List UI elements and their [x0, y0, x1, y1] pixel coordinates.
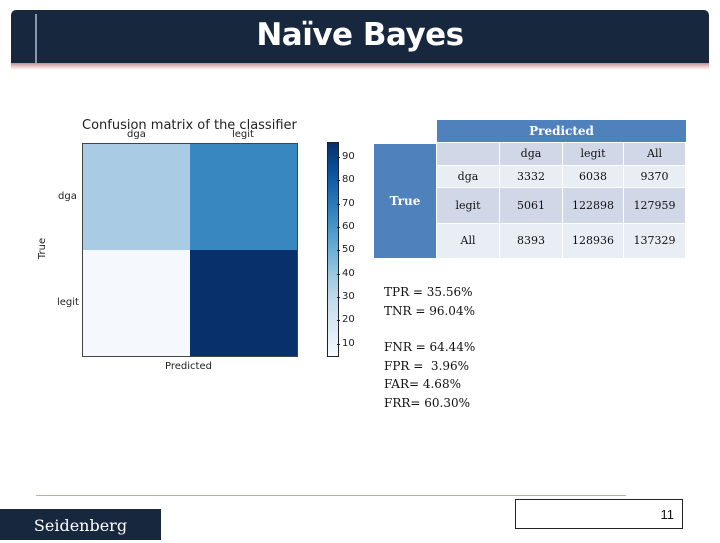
metrics-spacer [384, 320, 475, 338]
table-col-header: legit [563, 143, 623, 165]
x-tick-dga: dga [127, 129, 146, 140]
title-bar-stripe [35, 14, 37, 63]
footer-brand: Seidenberg [0, 509, 161, 540]
colorbar-label: 10 [342, 338, 355, 349]
title-bar [11, 10, 709, 70]
chart-title: Confusion matrix of the classifier [82, 118, 297, 133]
x-tick-legit: legit [232, 129, 254, 140]
colorbar-tick-mark [337, 274, 340, 275]
metrics-list: TPR = 35.56% TNR = 96.04% FNR = 64.44% F… [384, 283, 475, 412]
colorbar-label: 60 [342, 221, 355, 232]
metric-far: FAR= 4.68% [384, 377, 461, 391]
table-cell: 9370 [624, 166, 685, 187]
metric-tpr: TPR = 35.56% [384, 285, 473, 299]
colorbar-label: 40 [342, 268, 355, 279]
table-cell: 122898 [563, 188, 623, 223]
title-bar-shadow [11, 63, 709, 70]
footer-divider [36, 495, 626, 496]
colorbar-tick-mark [337, 320, 340, 321]
metric-fpr: FPR = 3.96% [384, 358, 470, 373]
table-row-label: dga [437, 166, 499, 187]
page-number: 11 [515, 499, 683, 529]
confusion-matrix-heatmap [82, 143, 298, 357]
y-tick-dga: dga [58, 191, 77, 202]
colorbar-label: 90 [342, 151, 355, 162]
cell-dga-dga [83, 144, 190, 250]
colorbar-tick-mark [337, 157, 340, 158]
table-col-header: dga [500, 143, 562, 165]
colorbar-label: 50 [342, 244, 355, 255]
cell-legit-legit [190, 250, 297, 356]
y-axis-label: True [37, 237, 49, 260]
cell-legit-dga [83, 250, 190, 356]
metric-frr: FRR= 60.30% [384, 395, 471, 410]
table-row-label: All [437, 224, 499, 258]
colorbar-tick-mark [337, 344, 340, 345]
table-row-label: legit [437, 188, 499, 223]
colorbar-label: 80 [342, 174, 355, 185]
metric-tnr: TNR = 96.04% [384, 303, 475, 318]
table-cell: 137329 [624, 224, 685, 258]
table-cell: 8393 [500, 224, 562, 258]
colorbar-tick-mark [337, 180, 340, 181]
table-col-header: All [624, 143, 685, 165]
colorbar-tick-mark [337, 227, 340, 228]
colorbar-tick-mark [337, 297, 340, 298]
table-cell: 5061 [500, 188, 562, 223]
metric-fnr: FNR = 64.44% [384, 340, 476, 354]
colorbar [327, 142, 339, 357]
colorbar-label: 70 [342, 198, 355, 209]
x-axis-label: Predicted [165, 361, 212, 372]
predicted-header: Predicted [437, 120, 686, 142]
colorbar-label: 20 [342, 314, 355, 325]
y-tick-legit: legit [57, 297, 79, 308]
table-cell: 6038 [563, 166, 623, 187]
cell-dga-legit [190, 144, 297, 250]
table-cell: 3332 [500, 166, 562, 187]
slide-title: Naïve Bayes [256, 17, 464, 53]
true-header: True [374, 144, 436, 258]
colorbar-label: 30 [342, 291, 355, 302]
colorbar-tick-mark [337, 204, 340, 205]
table-cell: 127959 [624, 188, 685, 223]
colorbar-tick-mark [337, 250, 340, 251]
table-cell: 128936 [563, 224, 623, 258]
table-corner [437, 143, 499, 165]
